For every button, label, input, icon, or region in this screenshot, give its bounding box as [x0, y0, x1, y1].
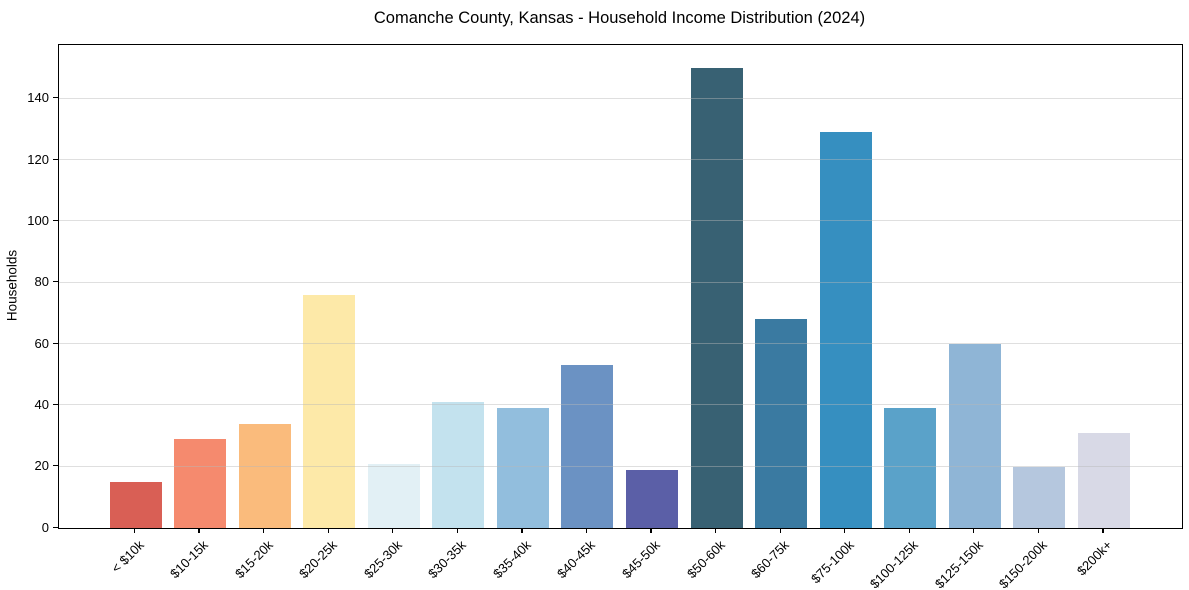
y-tick-mark-120 [53, 158, 58, 160]
bar-$50-60k [690, 68, 743, 528]
bar-$125-150k [948, 344, 1001, 528]
x-tick-mark-$15-20k [263, 528, 265, 534]
bar-$15-20k [238, 423, 291, 528]
y-tick-label-120: 120 [27, 151, 49, 167]
y-tick-label-140: 140 [27, 90, 49, 106]
y-tick-label-0: 0 [41, 519, 49, 535]
y-tick-mark-60 [53, 342, 58, 344]
gridline-y-40 [59, 404, 1182, 406]
x-tick-mark-$60-75k [779, 528, 781, 534]
x-tick-mark-$25-30k [392, 528, 394, 534]
bar-$150-200k [1013, 466, 1066, 528]
bar-$25-30k [367, 463, 420, 528]
x-tick-mark-$100-125k [908, 528, 910, 534]
bar-$35-40k [496, 408, 549, 528]
bar-$40-45k [561, 365, 614, 528]
bar-$75-100k [819, 132, 872, 528]
x-tick-mark-$150-200k [1037, 528, 1040, 534]
bar-$10-15k [174, 439, 227, 528]
gridline-y-120 [59, 159, 1182, 160]
bar-$20-25k [303, 294, 356, 528]
gridline-y-100 [59, 220, 1182, 222]
bar-$200k+ [1078, 432, 1131, 528]
y-tick-label-60: 60 [34, 335, 49, 351]
bar-$60-75k [755, 319, 808, 528]
x-tick-mark-$10-15k [198, 528, 200, 534]
bar-$45-50k [626, 469, 679, 528]
y-tick-mark-140 [53, 97, 58, 99]
bar-$30-35k [432, 402, 485, 528]
y-tick-mark-20 [53, 465, 58, 467]
plot-area [58, 44, 1183, 529]
y-tick-mark-0 [53, 526, 58, 528]
x-tick-mark-$40-45k [585, 528, 588, 534]
y-tick-mark-80 [53, 281, 58, 283]
x-tick-mark-$75-100k [844, 528, 846, 534]
x-tick-mark-$50-60k [715, 528, 717, 534]
x-tick-mark-$45-50k [650, 528, 652, 534]
x-tick-mark-$200k+ [1102, 528, 1104, 534]
x-tick-mark-$35-40k [521, 528, 523, 534]
y-tick-label-80: 80 [34, 274, 49, 290]
y-tick-label-40: 40 [34, 396, 49, 412]
x-tick-mark-< $10k [133, 528, 136, 534]
y-tick-mark-40 [53, 403, 58, 406]
x-tick-mark-$125-150k [973, 528, 975, 534]
x-tick-mark-$20-25k [327, 528, 329, 534]
gridline-y-80 [59, 281, 1182, 283]
chart-title: Comanche County, Kansas - Household Inco… [373, 9, 866, 27]
bar-$100-125k [884, 408, 937, 528]
bar-< $10k [109, 482, 162, 528]
y-tick-mark-100 [53, 219, 58, 222]
gridline-y-140 [59, 97, 1182, 99]
gridline-y-60 [59, 343, 1182, 344]
y-tick-label-20: 20 [34, 458, 49, 474]
x-tick-label-< $10k: < $10k [107, 537, 147, 576]
x-tick-mark-$30-35k [456, 528, 458, 534]
y-tick-label-100: 100 [27, 212, 49, 228]
